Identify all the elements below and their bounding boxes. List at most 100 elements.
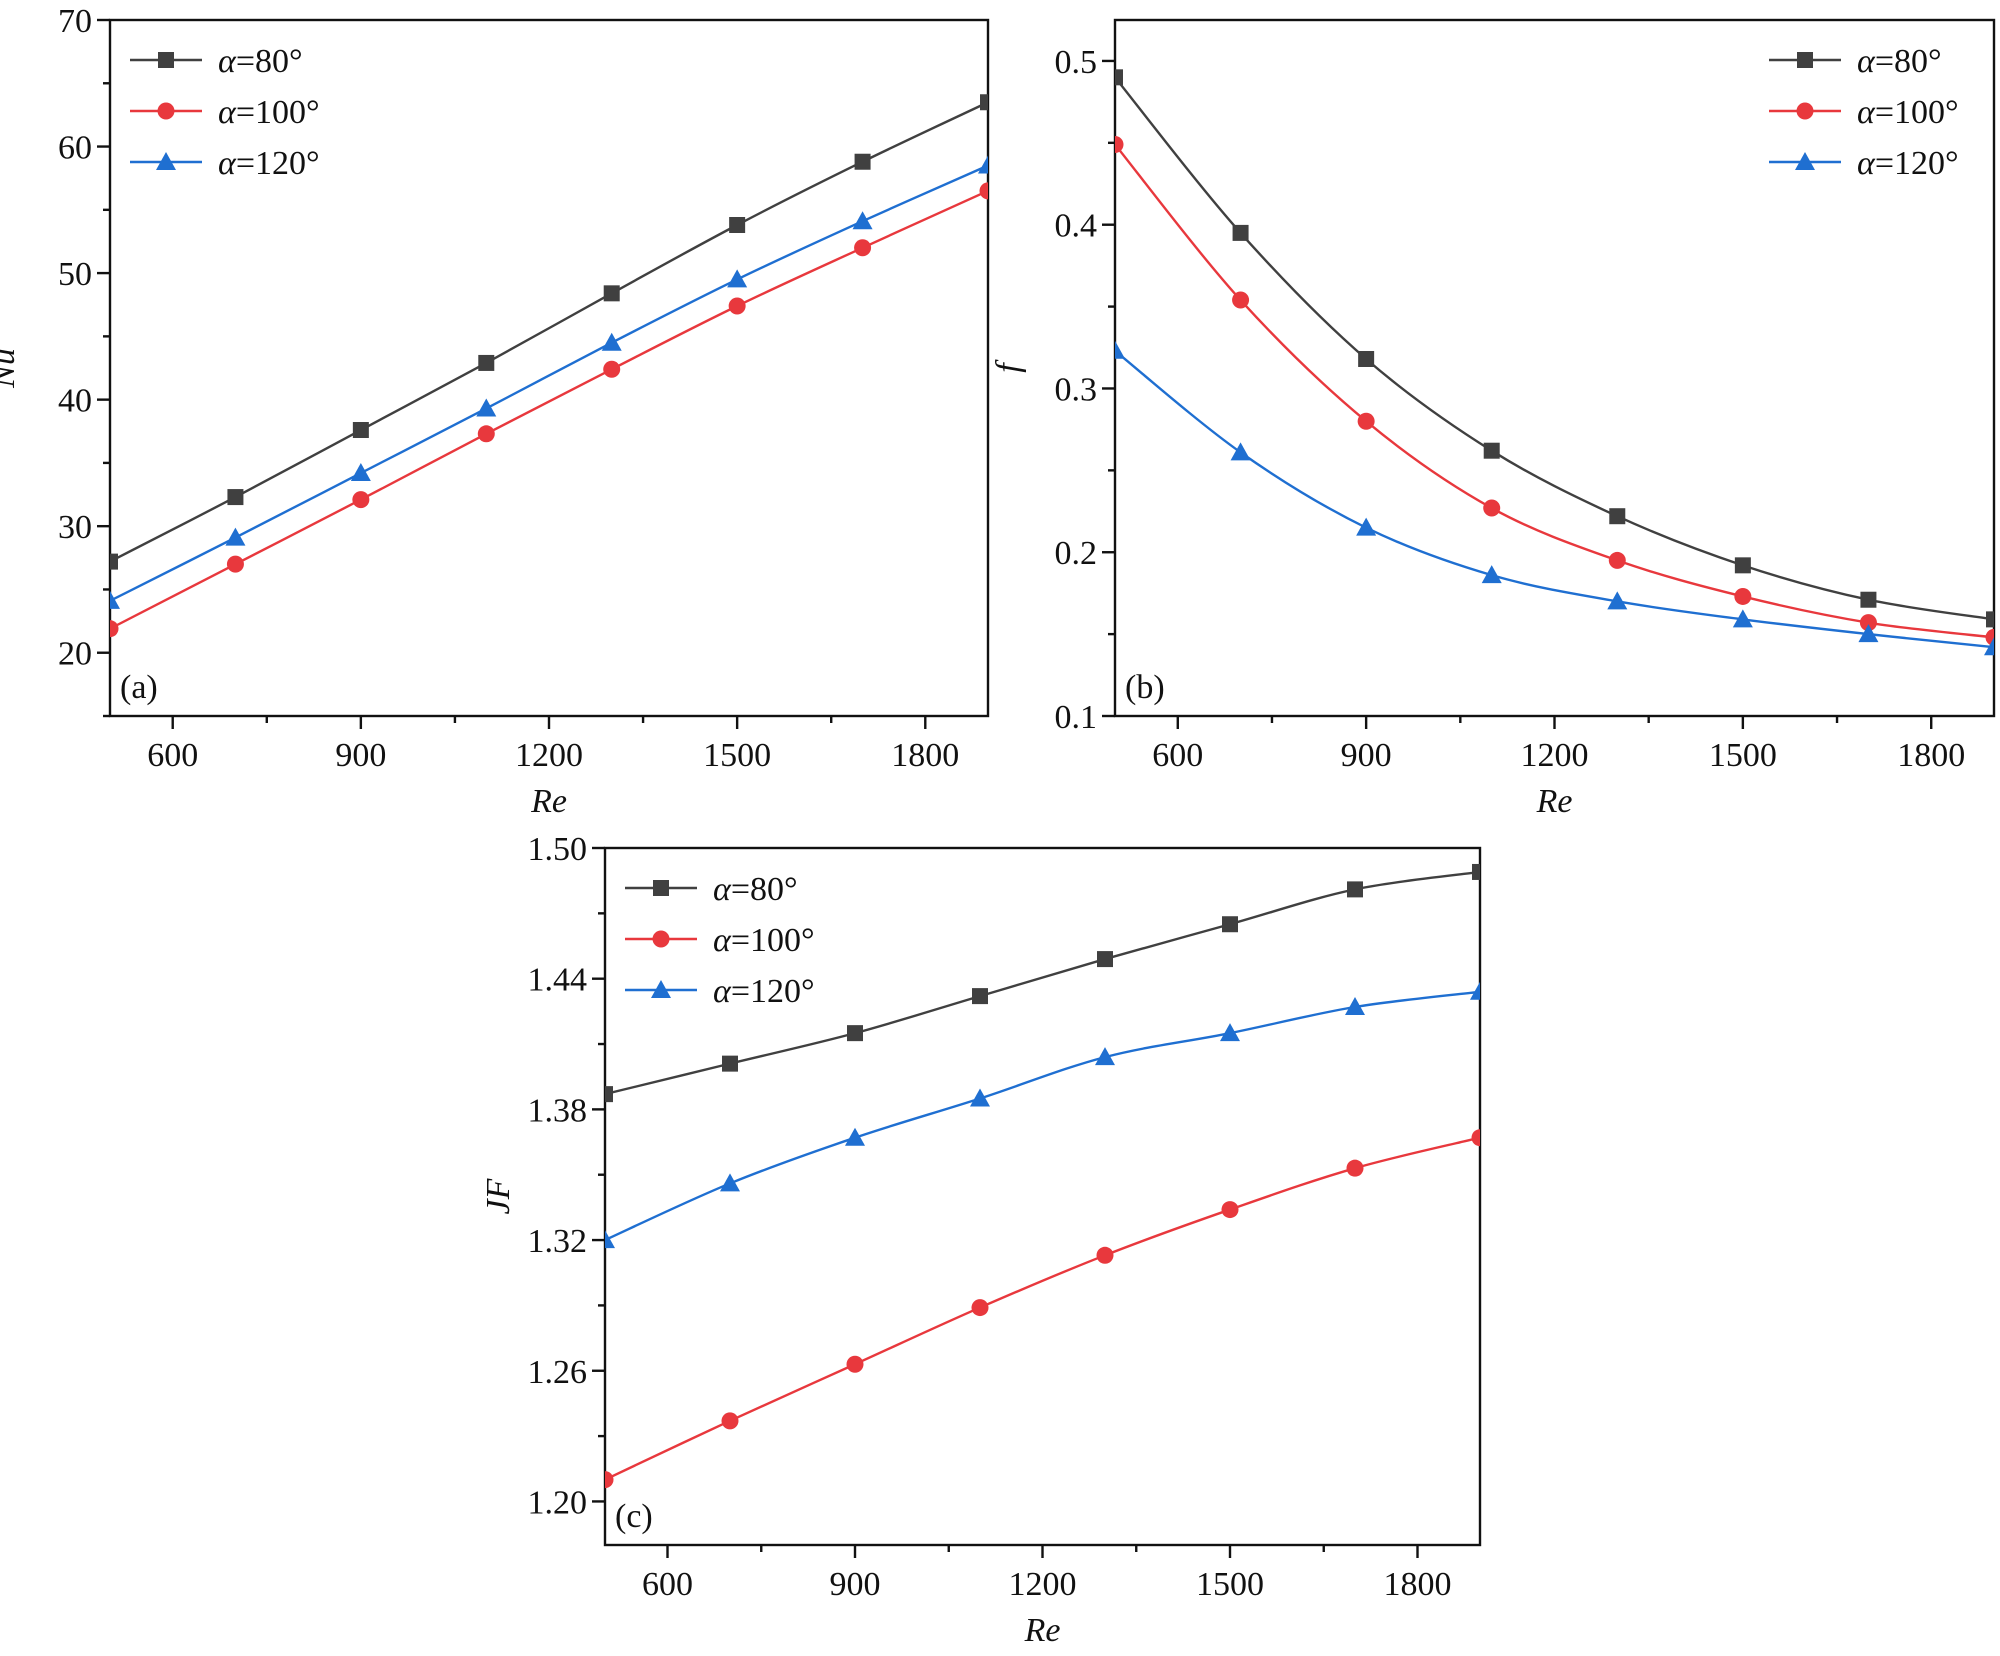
x-tick-label: 1800 (1384, 1566, 1452, 1603)
x-tick-label: 1500 (703, 737, 771, 774)
data-point (1096, 1246, 1114, 1264)
data-point (1347, 881, 1363, 898)
data-point (478, 354, 495, 371)
legend-item: α=100° (1769, 94, 1959, 131)
data-point (605, 1230, 615, 1249)
y-tick-label: 60 (58, 130, 92, 167)
legend-item: α=80° (1769, 43, 1942, 80)
legend-label: α=100° (218, 94, 320, 131)
legend-marker (156, 152, 176, 170)
legend-marker (1797, 52, 1813, 68)
data-point (226, 555, 244, 573)
legend-item: α=120° (625, 973, 815, 1010)
x-tick-label: 1800 (1897, 737, 1965, 774)
panel-label: (c) (615, 1498, 653, 1535)
series-line (1115, 143, 1994, 639)
data-point (1472, 863, 1480, 880)
data-point (605, 1086, 613, 1103)
data-point (1356, 517, 1377, 536)
panel-label: (a) (120, 669, 158, 706)
data-point (1097, 951, 1113, 968)
legend-label: α=120° (713, 973, 815, 1010)
legend-label: α=100° (713, 922, 815, 959)
y-tick-label: 50 (58, 256, 92, 293)
y-tick-label: 30 (58, 509, 92, 546)
data-point (1115, 69, 1123, 86)
x-axis-title: Re (530, 783, 567, 820)
y-tick-label: 0.4 (1055, 208, 1098, 245)
chart-panel-a: 600 900 1200 1500 1800 20 30 40 50 60 70 Re Nu (a) α=8… (0, 3, 990, 820)
data-point (350, 463, 371, 482)
data-point (110, 620, 119, 638)
data-point (1232, 291, 1250, 309)
x-tick-label: 1200 (1521, 737, 1589, 774)
chart-panel-c: 600 900 1200 1500 1800 1.20 1.26 1.32 1.38 1.44 1.… (480, 831, 1482, 1649)
series-line (605, 990, 1480, 1242)
data-point (1222, 916, 1238, 933)
x-tick-label: 900 (335, 737, 386, 774)
data-point (971, 1299, 989, 1317)
data-point (1470, 981, 1480, 1000)
x-tick-label: 1500 (1709, 737, 1777, 774)
data-point (1609, 508, 1626, 525)
x-tick-label: 1500 (1196, 1566, 1264, 1603)
legend-item: α=80° (130, 43, 303, 80)
data-point (1860, 591, 1877, 608)
data-point (978, 155, 988, 174)
series-circle (1115, 135, 1994, 646)
data-point (1986, 611, 1994, 628)
data-point (728, 297, 746, 315)
data-point (1608, 551, 1626, 569)
legend-marker (1796, 102, 1814, 120)
data-point (1481, 565, 1502, 584)
x-tick-label: 900 (830, 1566, 881, 1603)
x-tick-label: 600 (642, 1566, 693, 1603)
y-tick-label: 1.32 (528, 1223, 588, 1260)
legend-label: α=80° (713, 871, 798, 908)
data-point (227, 489, 244, 506)
data-point (852, 211, 873, 230)
x-axis-title: Re (1024, 1612, 1061, 1649)
y-tick-label: 70 (58, 3, 92, 40)
data-point (720, 1173, 740, 1192)
legend-item: α=100° (625, 922, 815, 959)
legend-item: α=100° (130, 94, 320, 131)
legend: α=80° α=100° α=120° (625, 871, 815, 1010)
data-point (1115, 135, 1124, 153)
legend-label: α=80° (218, 43, 303, 80)
data-point (1220, 1023, 1240, 1042)
panel-label: (b) (1125, 669, 1165, 706)
data-point (476, 398, 497, 417)
data-point (1221, 1201, 1239, 1219)
data-point (1115, 340, 1125, 359)
data-point (110, 590, 120, 609)
data-point (845, 1127, 865, 1146)
chart-panel-b: 600 900 1200 1500 1800 0.1 0.2 0.3 0.4 0.5 Re f (b) α… (990, 18, 1996, 820)
data-point (1732, 609, 1753, 628)
legend-label: α=80° (1857, 43, 1942, 80)
data-point (352, 422, 369, 439)
y-tick-label: 1.26 (528, 1354, 588, 1391)
y-tick-label: 1.38 (528, 1092, 588, 1129)
legend-marker (158, 52, 174, 68)
y-tick-label: 1.20 (528, 1484, 588, 1521)
y-axis-title: JF (480, 1177, 517, 1214)
legend-marker (1795, 152, 1815, 170)
legend-marker (651, 980, 671, 998)
legend: α=80° α=100° α=120° (130, 43, 320, 182)
x-tick-label: 1800 (891, 737, 959, 774)
data-point (1734, 587, 1752, 605)
data-point (605, 1471, 614, 1489)
data-point (603, 360, 621, 378)
x-axis-title: Re (1536, 783, 1573, 820)
y-axis-title: Nu (0, 348, 22, 389)
data-point (1483, 499, 1501, 517)
data-point (225, 527, 246, 546)
series-square (605, 863, 1480, 1103)
data-point (1483, 442, 1500, 459)
legend-marker (653, 880, 669, 896)
series-triangle (605, 981, 1480, 1249)
legend: α=80° α=100° α=120° (1769, 43, 1959, 182)
data-point (970, 1088, 990, 1107)
data-point (110, 553, 118, 570)
